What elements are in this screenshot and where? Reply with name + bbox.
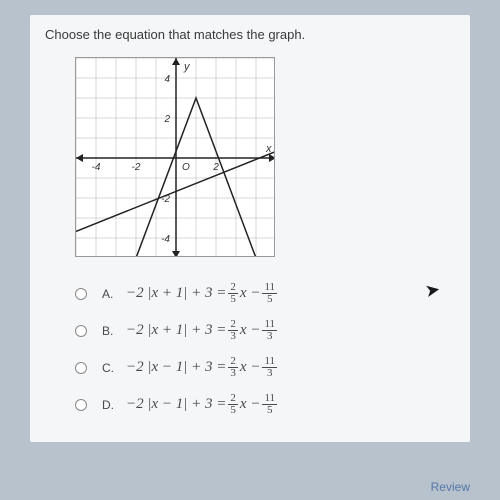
svg-text:O: O <box>182 162 190 173</box>
question-panel: Choose the equation that matches the gra… <box>30 15 470 442</box>
answer-choices: A. −2 |x + 1| + 3 = 25 x − 115 B. −2 |x … <box>45 282 455 416</box>
svg-text:-4: -4 <box>161 234 170 245</box>
choice-d[interactable]: D. −2 |x − 1| + 3 = 25 x − 115 <box>75 393 455 416</box>
svg-text:-2: -2 <box>132 162 141 173</box>
svg-text:2: 2 <box>212 162 219 173</box>
choice-letter: A. <box>102 287 114 301</box>
choice-letter: B. <box>102 324 114 338</box>
choice-equation: −2 |x + 1| + 3 = 23 x − 113 <box>126 319 279 342</box>
choice-equation: −2 |x − 1| + 3 = 23 x − 113 <box>126 356 279 379</box>
choice-b[interactable]: B. −2 |x + 1| + 3 = 23 x − 113 <box>75 319 455 342</box>
svg-text:-4: -4 <box>92 162 101 173</box>
radio-icon[interactable] <box>75 399 87 411</box>
radio-icon[interactable] <box>75 362 87 374</box>
choice-a[interactable]: A. −2 |x + 1| + 3 = 25 x − 115 <box>75 282 455 305</box>
choice-letter: D. <box>102 398 114 412</box>
graph-container: -4 -2 2 4 2 -2 -4 Oy x <box>75 57 455 262</box>
svg-text:4: 4 <box>164 74 170 85</box>
coordinate-graph: -4 -2 2 4 2 -2 -4 Oy x <box>75 57 275 257</box>
choice-equation: −2 |x − 1| + 3 = 25 x − 115 <box>126 393 279 416</box>
svg-text:2: 2 <box>163 114 170 125</box>
cursor-icon: ➤ <box>423 279 442 302</box>
svg-text:-2: -2 <box>161 194 170 205</box>
svg-text:x: x <box>265 143 272 155</box>
radio-icon[interactable] <box>75 288 87 300</box>
radio-icon[interactable] <box>75 325 87 337</box>
svg-text:y: y <box>183 61 191 73</box>
choice-letter: C. <box>102 361 114 375</box>
choice-c[interactable]: C. −2 |x − 1| + 3 = 23 x − 113 <box>75 356 455 379</box>
choice-equation: −2 |x + 1| + 3 = 25 x − 115 <box>126 282 279 305</box>
review-link[interactable]: Review <box>431 480 470 494</box>
question-prompt: Choose the equation that matches the gra… <box>45 27 455 42</box>
